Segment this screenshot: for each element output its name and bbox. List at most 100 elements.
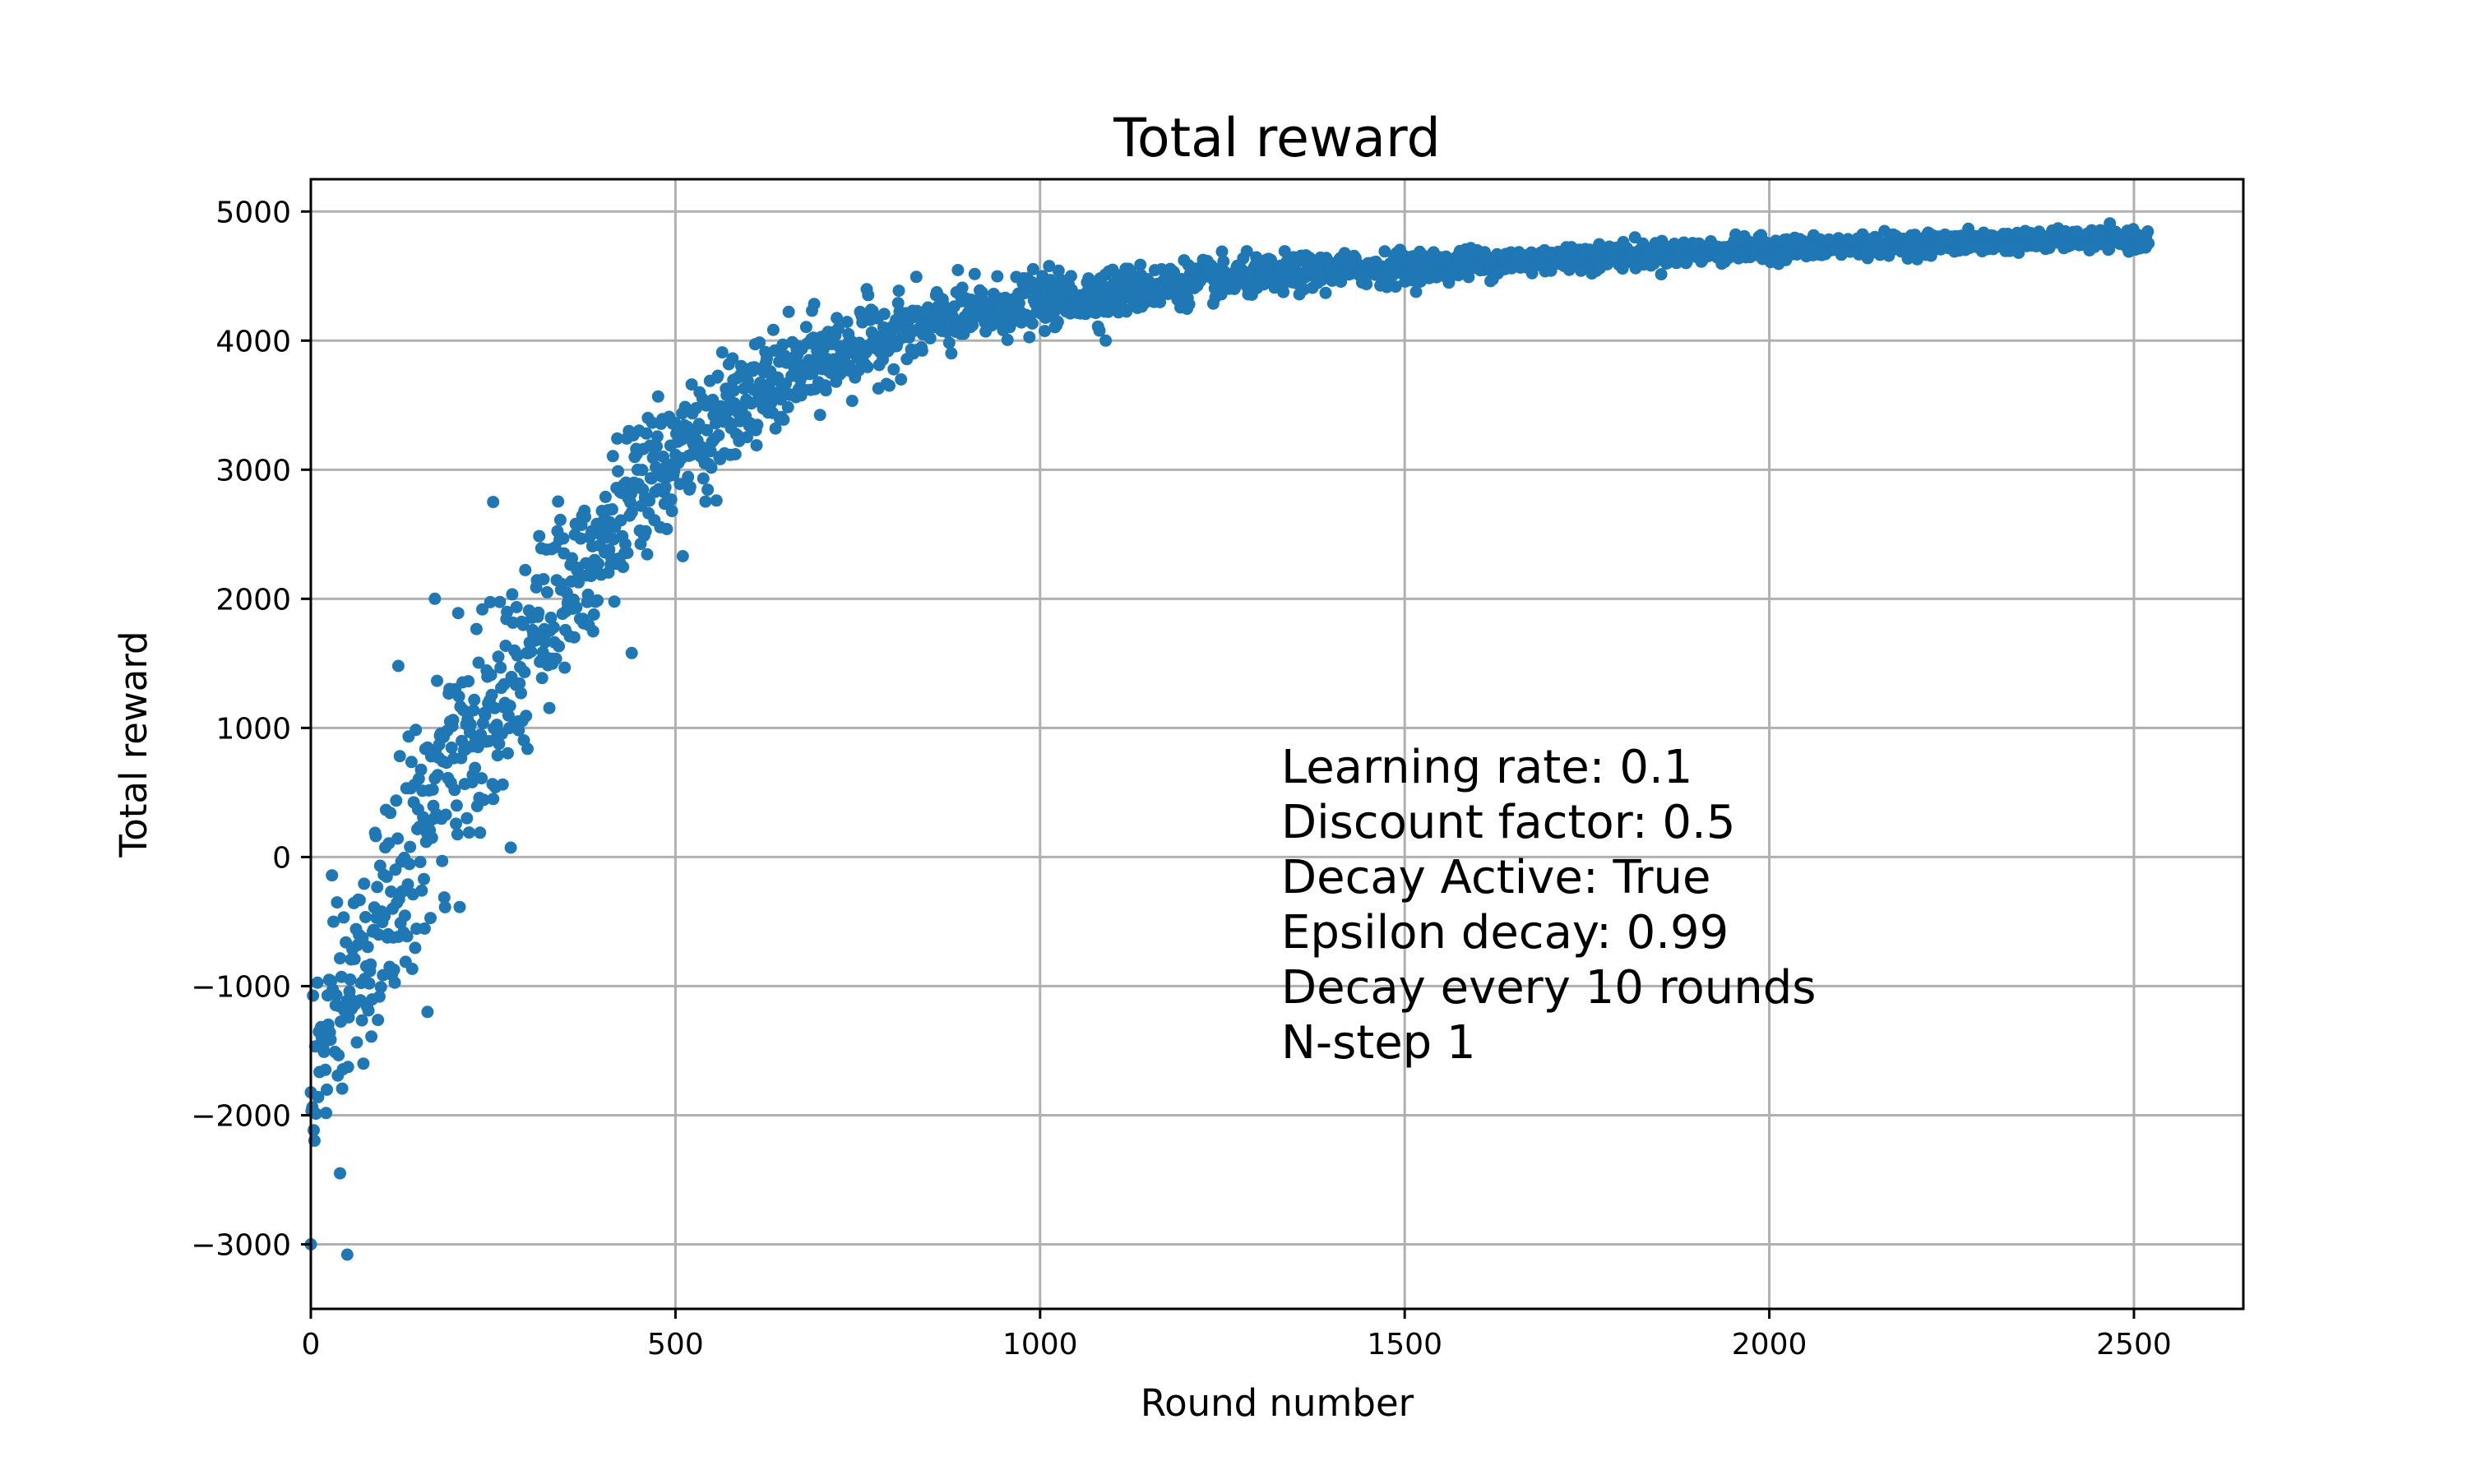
- data-point: [557, 532, 570, 545]
- data-point: [437, 891, 451, 904]
- data-point: [512, 724, 525, 737]
- data-point: [537, 573, 550, 585]
- grid: [309, 179, 2243, 1309]
- data-point: [428, 592, 442, 605]
- data-point: [1360, 278, 1373, 291]
- data-point: [1025, 317, 1039, 330]
- data-point: [494, 661, 507, 674]
- data-point: [341, 1061, 354, 1074]
- data-point: [664, 493, 678, 506]
- data-point: [681, 420, 694, 433]
- data-point: [895, 373, 908, 386]
- y-tick-label: 0: [272, 841, 291, 875]
- data-point: [451, 607, 465, 620]
- y-tick-label: 3000: [215, 454, 291, 488]
- data-point: [689, 402, 702, 414]
- data-point: [647, 450, 660, 463]
- data-point: [1462, 270, 1475, 284]
- data-point: [712, 429, 725, 442]
- data-point: [519, 563, 532, 576]
- data-point: [660, 523, 673, 535]
- data-point: [1319, 286, 1332, 299]
- data-point: [1039, 325, 1051, 338]
- data-point: [334, 952, 346, 965]
- data-point: [726, 352, 739, 365]
- data-point: [544, 611, 558, 624]
- data-point: [711, 369, 724, 382]
- data-point: [570, 601, 583, 614]
- data-point: [492, 650, 505, 663]
- y-tick-label: 5000: [215, 196, 291, 229]
- data-point: [409, 941, 422, 955]
- data-point: [451, 828, 464, 841]
- data-point: [1026, 262, 1039, 275]
- data-point: [683, 480, 697, 493]
- scatter-series: [304, 217, 2155, 1261]
- data-point: [447, 714, 460, 727]
- data-point: [431, 769, 444, 782]
- data-point: [586, 625, 599, 638]
- data-point: [592, 557, 604, 571]
- data-point: [401, 878, 414, 891]
- data-point: [676, 550, 689, 562]
- data-point: [319, 1063, 332, 1076]
- data-point: [421, 1006, 434, 1019]
- data-point: [520, 710, 533, 723]
- data-point: [393, 750, 406, 763]
- data-point: [741, 374, 754, 387]
- data-point: [705, 461, 718, 474]
- x-tick-label: 0: [302, 1328, 321, 1361]
- data-point: [311, 976, 324, 989]
- data-point: [312, 1090, 325, 1103]
- y-tick-label: −2000: [191, 1099, 291, 1133]
- data-point: [606, 450, 619, 463]
- data-point: [307, 989, 320, 1002]
- data-point: [317, 1045, 331, 1058]
- data-point: [750, 439, 763, 452]
- data-point: [513, 677, 526, 690]
- data-point: [400, 930, 414, 943]
- data-point: [356, 932, 369, 945]
- data-point: [405, 963, 419, 975]
- data-point: [431, 674, 443, 687]
- data-point: [1051, 315, 1064, 328]
- data-point: [608, 595, 621, 608]
- data-point: [476, 603, 488, 616]
- data-point: [384, 807, 397, 820]
- data-point: [942, 336, 956, 349]
- x-tick-label: 500: [647, 1328, 704, 1361]
- data-point: [808, 298, 821, 311]
- data-point: [377, 969, 390, 982]
- data-point: [612, 465, 624, 478]
- data-point: [1001, 333, 1014, 346]
- data-point: [624, 496, 637, 509]
- data-point: [496, 778, 509, 791]
- data-point: [348, 952, 361, 965]
- data-point: [469, 761, 482, 774]
- data-point: [769, 422, 782, 435]
- data-point: [362, 1004, 375, 1017]
- data-point: [1044, 274, 1058, 287]
- x-axis-label: Round number: [1141, 1381, 1414, 1425]
- data-point: [819, 384, 832, 397]
- y-axis-label: Total reward: [112, 631, 155, 858]
- data-point: [308, 1124, 320, 1137]
- data-point: [452, 690, 465, 703]
- data-point: [309, 1107, 322, 1121]
- data-point: [355, 1014, 368, 1027]
- data-point: [390, 794, 403, 807]
- x-tick-label: 2500: [2096, 1328, 2172, 1361]
- data-point: [464, 718, 477, 731]
- x-tick-label: 1500: [1367, 1328, 1442, 1361]
- data-point: [479, 709, 492, 722]
- data-point: [1655, 268, 1668, 281]
- annotation-line: Decay every 10 rounds: [1281, 961, 1816, 1015]
- data-point: [340, 1248, 354, 1261]
- data-point: [462, 675, 475, 688]
- data-point: [320, 1107, 333, 1120]
- data-point: [467, 704, 480, 717]
- annotation-line: Learning rate: 0.1: [1281, 741, 1692, 794]
- data-point: [951, 264, 965, 276]
- data-point: [484, 668, 498, 682]
